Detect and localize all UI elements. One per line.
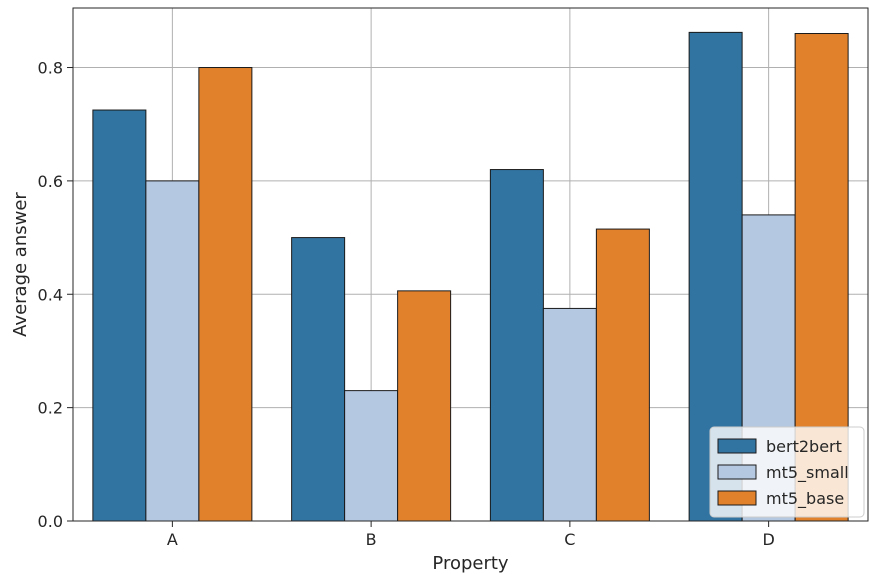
bar-mt5_small-A [145, 180, 200, 522]
y-axis-label: Average answer [10, 192, 31, 337]
bar-mt5_small-B [344, 390, 399, 522]
y-tick-label: 0.4 [38, 285, 63, 304]
x-tick-label: D [762, 530, 774, 549]
bar-mt5_base-C [595, 228, 650, 522]
plot-frame [72, 7, 869, 522]
legend-label-mt5_small: mt5_small [766, 463, 849, 483]
legend-swatch-mt5_small [717, 464, 757, 480]
bar-mt5_base-B [397, 290, 452, 522]
y-tick-label: 0.2 [38, 399, 63, 418]
y-tick-label: 0.8 [38, 59, 63, 78]
y-axis: 0.0 0.2 0.4 0.6 0.8 [38, 59, 73, 531]
legend-swatch-bert2bert [717, 438, 757, 454]
x-axis-label: Property [432, 553, 509, 574]
bar-mt5_base-A [198, 67, 253, 522]
bar-bert2bert-C [489, 169, 544, 522]
y-tick-label: 0.6 [38, 172, 63, 191]
legend-label-mt5_base: mt5_base [766, 489, 844, 509]
x-tick-label: B [366, 530, 377, 549]
legend-label-bert2bert: bert2bert [766, 437, 842, 456]
bar-bert2bert-B [291, 237, 346, 522]
bars [92, 31, 849, 522]
x-tick-label: A [167, 530, 178, 549]
y-tick-label: 0.0 [38, 512, 63, 531]
bar-bert2bert-A [92, 109, 147, 522]
legend: bert2bert mt5_small mt5_base [709, 426, 865, 518]
x-tick-label: C [564, 530, 575, 549]
legend-swatch-mt5_base [717, 490, 757, 506]
bar-mt5_small-C [542, 307, 597, 522]
x-axis: A B C D [167, 521, 775, 549]
